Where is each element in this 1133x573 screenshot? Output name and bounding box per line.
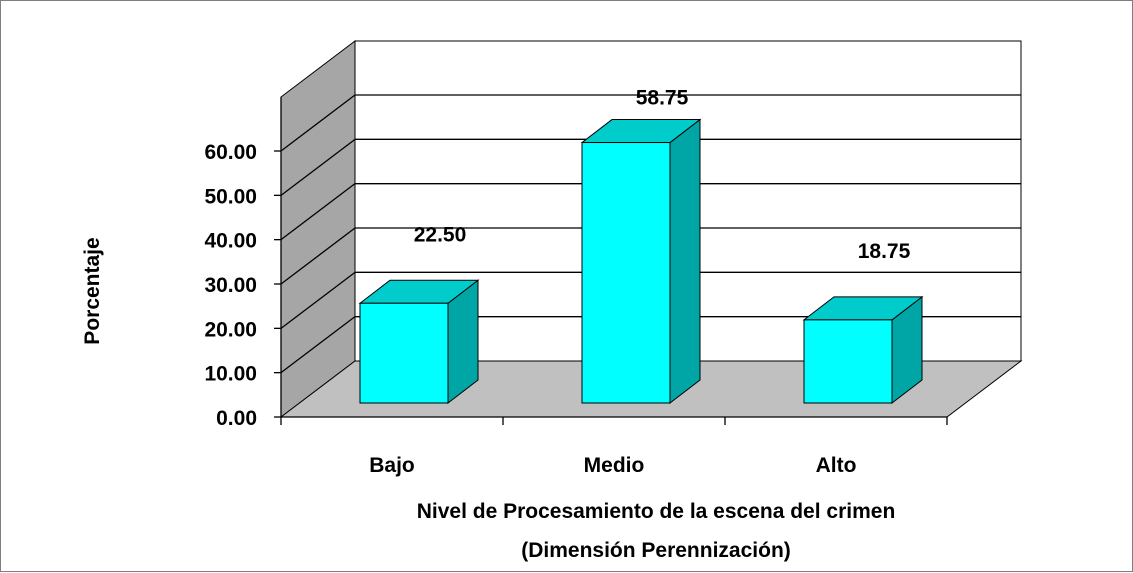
side-wall [280, 39, 356, 419]
x-axis-title-line-1: Nivel de Procesamiento de la escena del … [417, 500, 896, 523]
bar-medio [580, 118, 702, 405]
y-tick-label: 20.00 [204, 318, 257, 341]
bar-alto [802, 295, 924, 405]
x-category-label: Alto [816, 454, 857, 477]
bar-front-face [803, 319, 893, 404]
bar-side-face [669, 118, 701, 405]
data-label: 22.50 [414, 223, 467, 246]
data-label: 18.75 [858, 240, 911, 263]
y-axis-title: Porcentaje [81, 237, 104, 344]
gridline-side [280, 227, 356, 285]
gridline-side [280, 94, 356, 152]
bar-front-face [359, 302, 449, 404]
y-tick-label: 10.00 [204, 363, 257, 386]
y-tick-label: 0.00 [216, 407, 257, 430]
gridline-side [280, 316, 356, 374]
data-labels: 22.50 58.75 18.75 [414, 87, 911, 263]
bar-front-face [581, 142, 671, 404]
y-tick-label: 40.00 [204, 230, 257, 253]
gridline-side [280, 138, 356, 196]
bars [358, 118, 924, 405]
x-category-labels: Bajo Medio Alto [369, 454, 856, 477]
y-tick-label: 30.00 [204, 274, 257, 297]
y-tick-label: 60.00 [204, 141, 257, 164]
data-label: 58.75 [636, 87, 689, 110]
y-tick-label: 50.00 [204, 185, 257, 208]
bar-bajo [358, 279, 480, 405]
x-category-label: Bajo [369, 454, 415, 477]
y-tick-labels: 0.00 10.00 20.00 30.00 40.00 50.00 60.00 [204, 141, 257, 430]
gridline-side [280, 183, 356, 241]
x-category-label: Medio [584, 454, 645, 477]
x-axis-title-line-2: (Dimensión Perennización) [521, 539, 791, 562]
gridline-side [280, 271, 356, 329]
axes [274, 97, 948, 425]
